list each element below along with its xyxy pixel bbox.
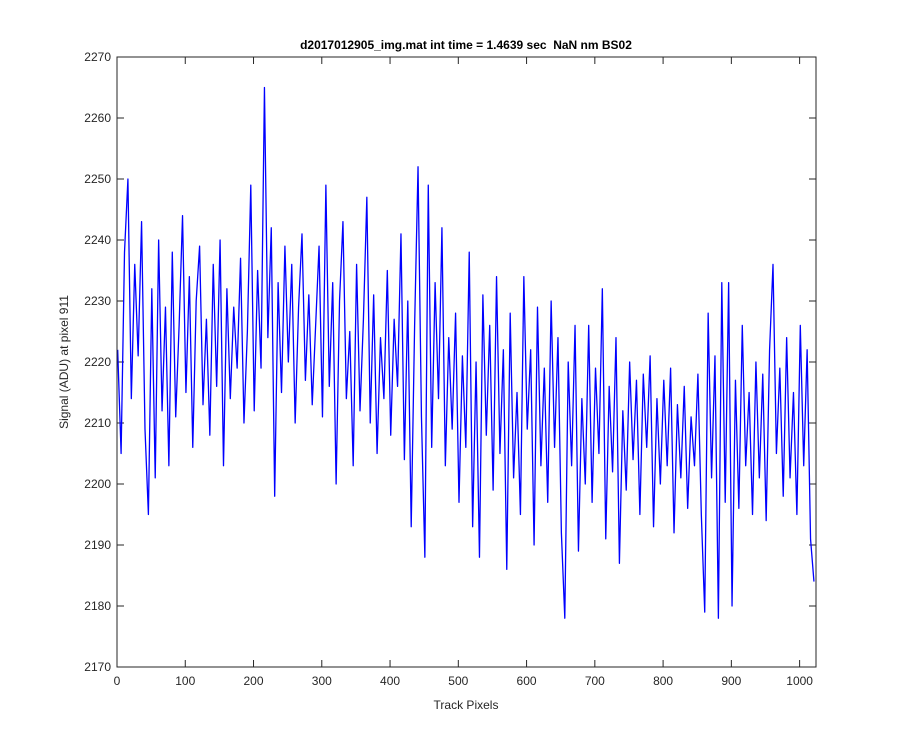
x-tick-label: 700 (585, 674, 605, 688)
y-tick-label: 2260 (84, 111, 111, 125)
y-tick-label: 2190 (84, 538, 111, 552)
x-tick-label: 1000 (786, 674, 813, 688)
y-tick-label: 2170 (84, 660, 111, 674)
chart-title: d2017012905_img.mat int time = 1.4639 se… (300, 38, 632, 52)
y-tick-label: 2180 (84, 599, 111, 613)
x-tick-label: 100 (175, 674, 195, 688)
x-axis-label: Track Pixels (434, 698, 499, 712)
x-tick-label: 500 (448, 674, 468, 688)
y-tick-label: 2220 (84, 355, 111, 369)
y-tick-label: 2240 (84, 233, 111, 247)
x-tick-label: 300 (312, 674, 332, 688)
axes-box (116, 56, 817, 668)
y-tick-label: 2200 (84, 477, 111, 491)
y-axis-label: Signal (ADU) at pixel 911 (57, 295, 71, 429)
data-line (117, 86, 815, 619)
x-tick-label: 0 (114, 674, 121, 688)
x-tick-label: 900 (721, 674, 741, 688)
y-tick-label: 2210 (84, 416, 111, 430)
y-tick-label: 2250 (84, 172, 111, 186)
x-tick-label: 600 (517, 674, 537, 688)
y-tick-label: 2230 (84, 294, 111, 308)
y-tick-label: 2270 (84, 50, 111, 64)
x-tick-label: 800 (653, 674, 673, 688)
x-tick-label: 200 (244, 674, 264, 688)
x-tick-label: 400 (380, 674, 400, 688)
